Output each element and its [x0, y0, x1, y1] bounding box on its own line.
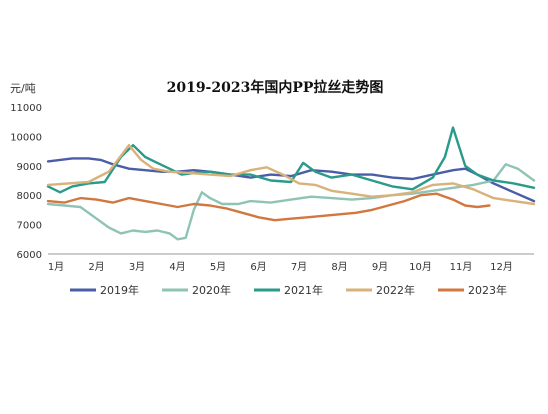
- y-tick-label: 11000: [10, 103, 42, 114]
- series-line-2022年: [46, 144, 536, 206]
- legend-label: 2020年: [192, 283, 231, 297]
- y-tick-label: 8000: [17, 191, 42, 202]
- x-tick-label: 12月: [490, 261, 513, 273]
- x-tick-label: 8月: [331, 261, 347, 273]
- x-tick-label: 5月: [210, 261, 226, 273]
- y-tick-label: 7000: [17, 221, 42, 232]
- x-tick-label: 9月: [372, 261, 388, 273]
- x-tick-label: 7月: [291, 261, 307, 273]
- y-tick-label: 10000: [10, 132, 42, 143]
- x-axis: 1月 2月 3月 4月 5月 6月 7月 8月 9月 10月 11月 12月: [48, 253, 534, 273]
- y-axis: 6000 7000 8000 9000 10000 11000: [10, 103, 42, 261]
- series-line-2021年: [46, 126, 536, 194]
- chart-title: 2019-2023年国内PP拉丝走势图: [167, 79, 384, 96]
- legend-label: 2023年: [468, 283, 507, 297]
- series-line-2023年: [46, 192, 491, 222]
- legend-label: 2019年: [100, 283, 139, 297]
- y-axis-unit-label: 元/吨: [10, 82, 36, 95]
- series-line-2020年: [46, 163, 536, 241]
- series-line-2019年: [46, 157, 536, 203]
- x-tick-label: 11月: [450, 261, 473, 273]
- y-tick-label: 6000: [17, 250, 42, 261]
- x-tick-label: 1月: [48, 261, 64, 273]
- y-tick-label: 9000: [17, 162, 42, 173]
- x-tick-label: 2月: [88, 261, 104, 273]
- legend: 2019年 2020年 2021年 2022年 2023年: [70, 283, 507, 297]
- x-tick-label: 4月: [169, 261, 185, 273]
- legend-label: 2022年: [376, 283, 415, 297]
- x-tick-label: 10月: [409, 261, 432, 273]
- x-tick-label: 6月: [250, 261, 266, 273]
- series-layer: [46, 126, 536, 241]
- x-tick-label: 3月: [129, 261, 145, 273]
- legend-label: 2021年: [284, 283, 323, 297]
